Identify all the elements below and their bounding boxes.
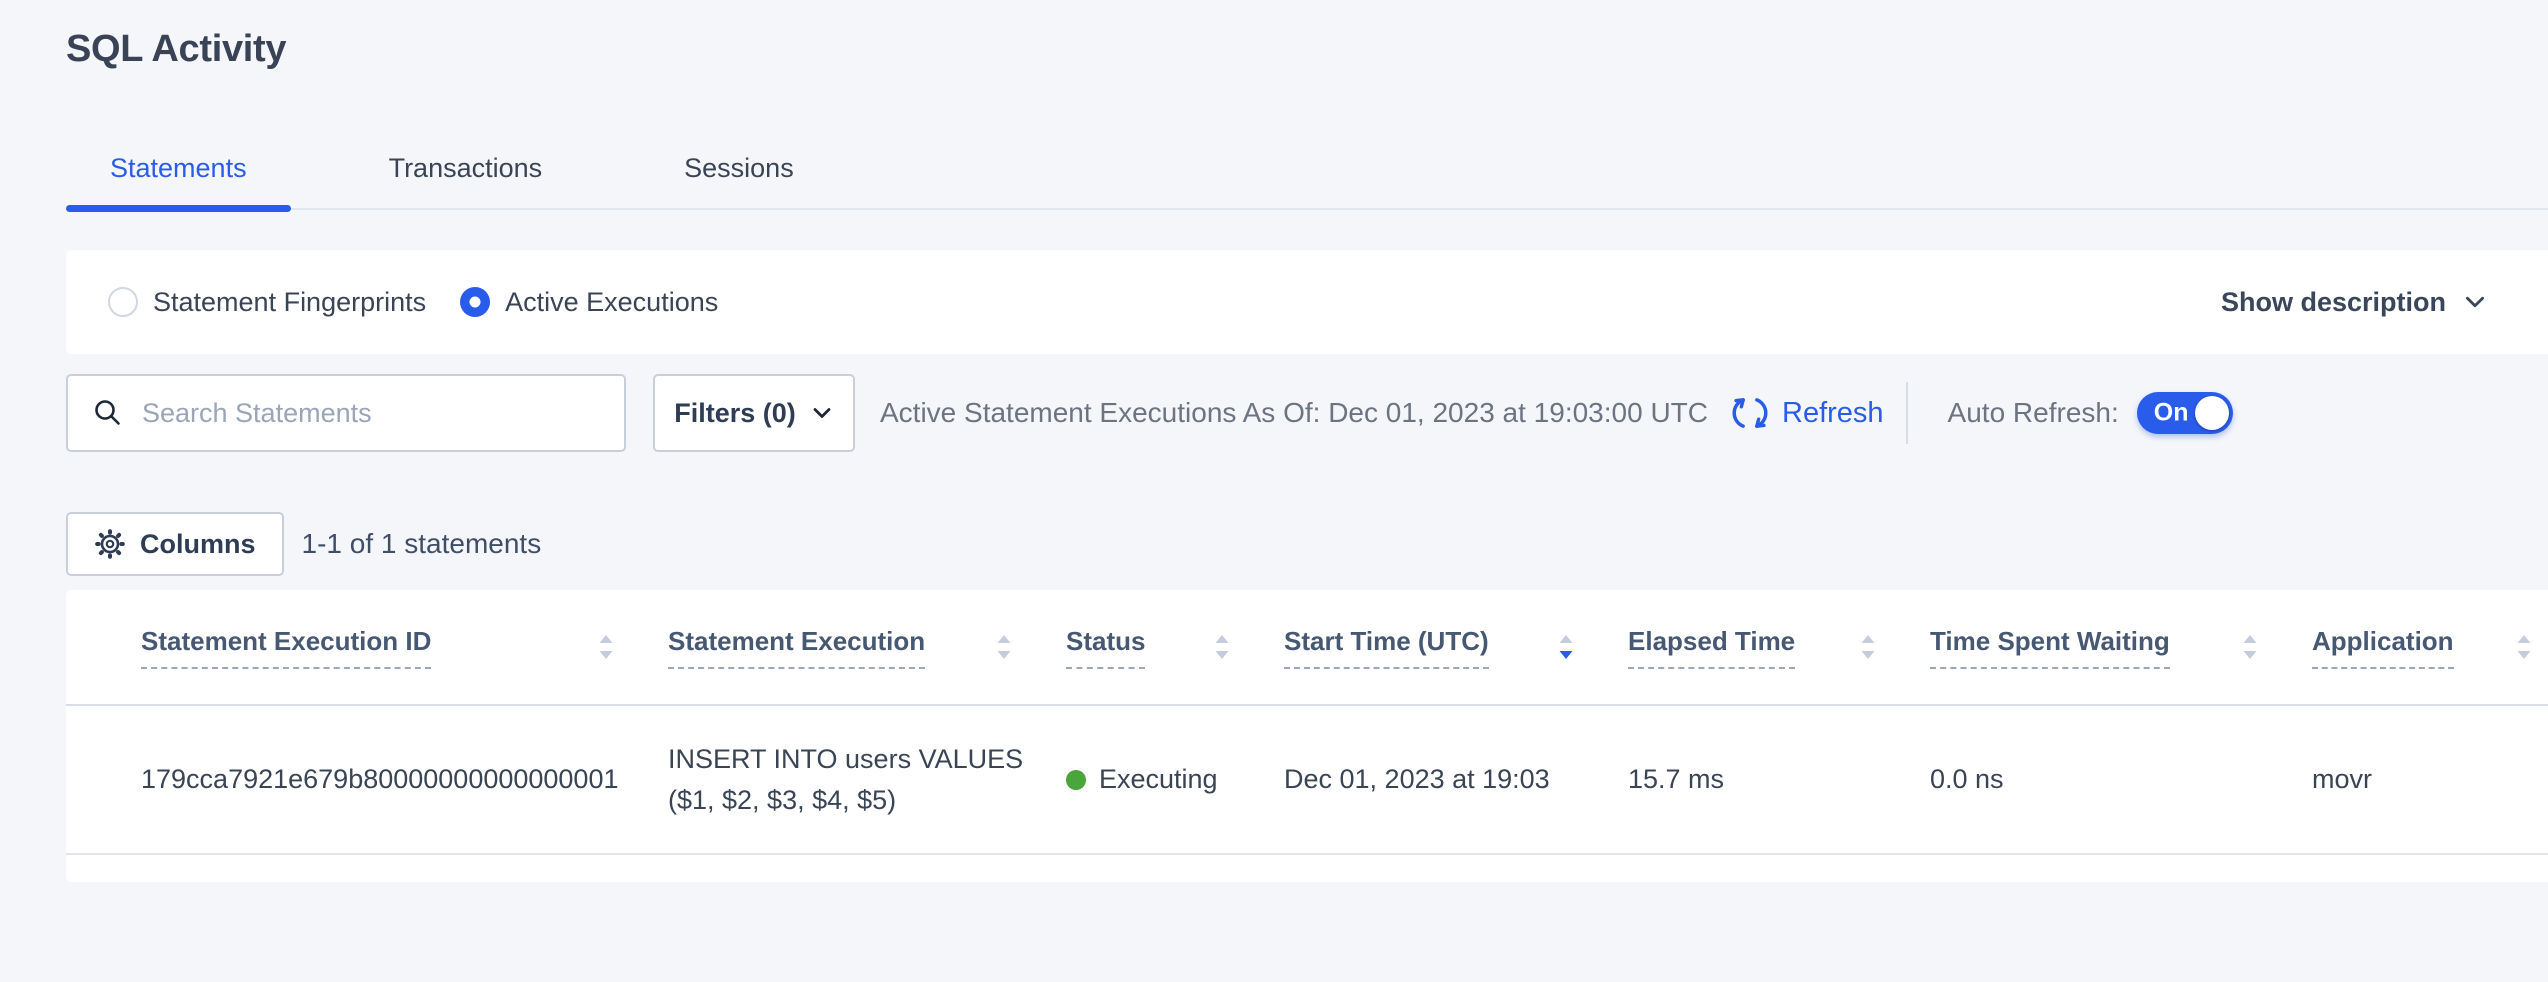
column-header-elapsed-time[interactable]: Elapsed Time [1628,590,1930,706]
statement-execution-cell: INSERT INTO users VALUES ($1, $2, $3, $4… [668,705,1066,855]
tab-sessions[interactable]: Sessions [684,153,794,183]
search-icon [95,400,120,425]
search-input[interactable] [140,396,606,430]
status-badge: Executing [1066,764,1284,795]
sort-arrows-icon-active-desc [1559,635,1573,659]
column-header-status[interactable]: Status [1066,590,1284,706]
chevron-down-icon [2466,296,2484,308]
results-count: 1-1 of 1 statements [301,528,542,559]
vertical-divider [1905,382,1908,444]
radio-statement-fingerprints[interactable]: Statement Fingerprints [108,287,426,318]
filters-button[interactable]: Filters (0) [653,374,855,452]
column-header-application[interactable]: Application [2312,590,2548,706]
toggle-state-label: On [2153,398,2189,427]
column-header-start-time[interactable]: Start Time (UTC) [1284,590,1628,706]
chevron-down-icon [813,408,831,418]
columns-button[interactable]: Columns [66,512,284,576]
sort-arrows-icon [997,635,1011,659]
tab-transactions[interactable]: Transactions [388,153,543,183]
start-time-cell: Dec 01, 2023 at 19:03 [1284,705,1628,855]
refresh-button[interactable]: Refresh [1730,393,1884,433]
sort-arrows-icon [1215,635,1229,659]
time-spent-waiting-cell: 0.0 ns [1930,705,2312,855]
table-toolbar: Columns 1-1 of 1 statements [66,512,541,576]
application-cell: movr [2312,705,2548,855]
refresh-icon [1732,398,1768,428]
tab-statements[interactable]: Statements [66,136,291,212]
column-header-statement-execution-id[interactable]: Statement Execution ID [66,590,668,706]
column-header-statement-execution[interactable]: Statement Execution [668,590,1066,706]
search-box [66,374,626,452]
page-title: SQL Activity [66,28,287,70]
sort-arrows-icon [1861,635,1875,659]
statement-execution-id-link[interactable]: 179cca7921e679b80000000000000001 [141,764,619,794]
statements-table-card: Statement Execution ID Statement Executi… [66,590,2548,882]
table-header-row: Statement Execution ID Statement Executi… [66,590,2548,706]
column-header-time-spent-waiting[interactable]: Time Spent Waiting [1930,590,2312,706]
sort-arrows-icon [2517,635,2531,659]
sort-arrows-icon [2243,635,2257,659]
radio-active-executions[interactable]: Active Executions [460,287,718,318]
radio-selected-icon [460,287,491,317]
radio-label: Statement Fingerprints [153,286,427,317]
as-of-timestamp: Active Statement Executions As Of: Dec 0… [880,397,1708,428]
show-description-toggle[interactable]: Show description [2221,287,2488,318]
radio-unselected-icon [108,287,138,317]
gear-icon [95,529,125,559]
sort-arrows-icon [599,635,613,659]
statements-table: Statement Execution ID Statement Executi… [66,590,2548,855]
auto-refresh-toggle[interactable]: On [2136,392,2233,434]
table-row: 179cca7921e679b80000000000000001 INSERT … [66,705,2548,855]
controls-row: Filters (0) Active Statement Executions … [66,374,2548,452]
green-dot-icon [1066,769,1086,790]
tab-bar: Statements Transactions Sessions [66,136,2548,212]
auto-refresh-label: Auto Refresh: [1947,397,2119,428]
radio-label: Active Executions [505,286,719,317]
elapsed-time-cell: 15.7 ms [1628,705,1930,855]
toggle-knob [2194,396,2229,430]
view-mode-card: Statement Fingerprints Active Executions… [66,250,2548,354]
